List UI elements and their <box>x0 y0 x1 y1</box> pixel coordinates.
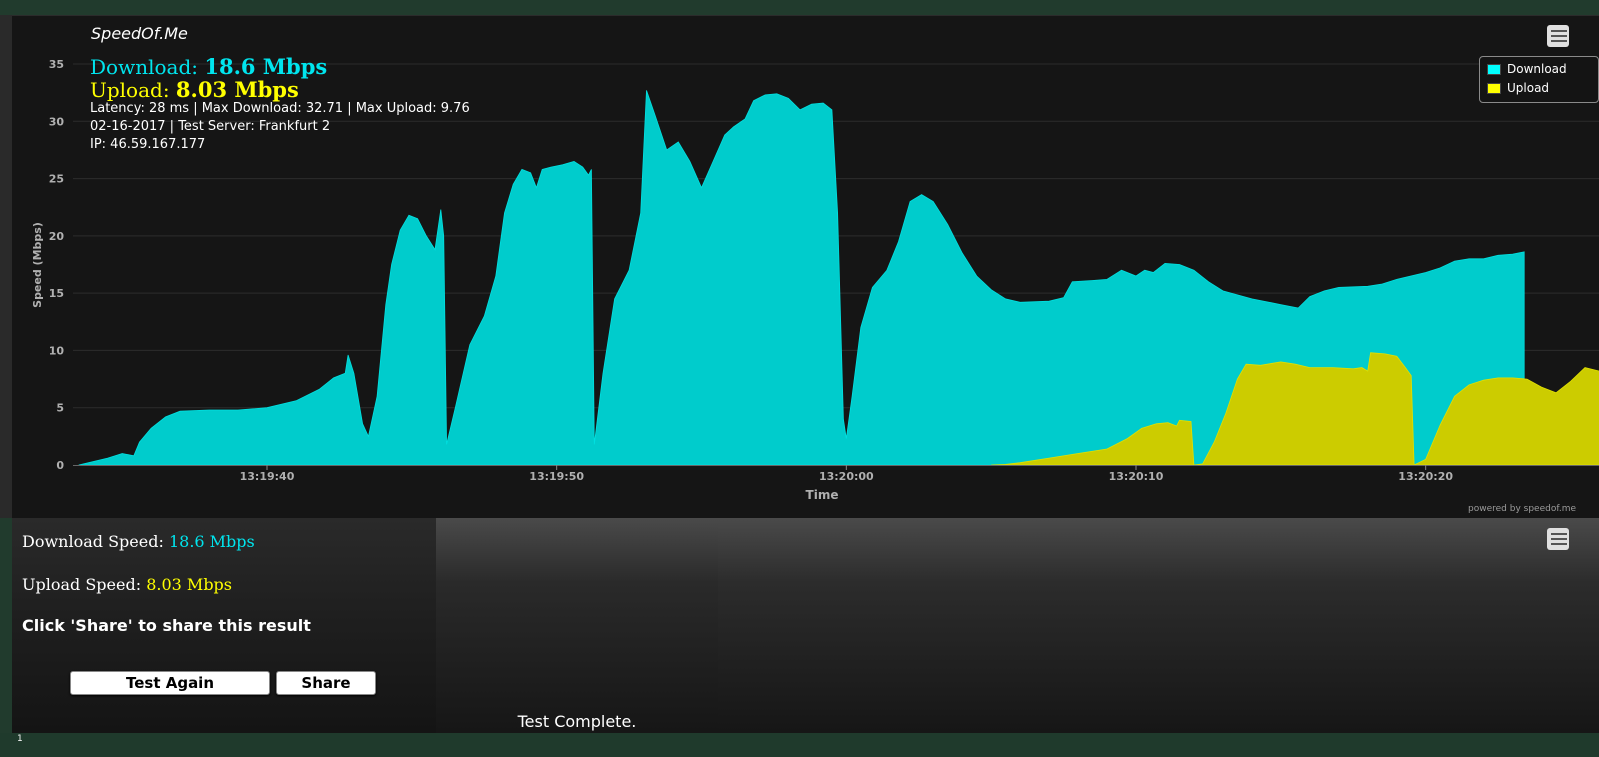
test-again-button[interactable]: Test Again <box>70 671 270 695</box>
results-panel: Download Speed: 18.6 Mbps Upload Speed: … <box>12 518 436 733</box>
upload-summary-value: 8.03 Mbps <box>175 77 299 102</box>
server-info: 02-16-2017 | Test Server: Frankfurt 2 <box>90 119 331 134</box>
x-axis-title: Time <box>806 488 839 502</box>
y-tick-label: 25 <box>49 173 64 186</box>
legend-item-download[interactable]: Download <box>1487 61 1567 77</box>
history-menu-icon[interactable] <box>1547 528 1569 550</box>
upload-speed-stat: Upload Speed: 8.03 Mbps <box>22 575 232 594</box>
download-speed-value: 18.6 Mbps <box>168 532 255 551</box>
legend-swatch-upload <box>1487 82 1501 94</box>
footer-bar <box>0 733 1599 757</box>
x-tick-label: 13:19:50 <box>529 470 584 483</box>
latency-info: Latency: 28 ms | Max Download: 32.71 | M… <box>90 101 470 116</box>
legend-item-upload[interactable]: Upload <box>1487 80 1549 96</box>
speed-chart-axes: 0 5 10 15 20 25 30 35 13:19:40 13:19:50 13:20:00 13… <box>31 58 1599 502</box>
x-tick-label: 13:20:10 <box>1109 470 1164 483</box>
brand-title: SpeedOf.Me <box>91 24 188 43</box>
y-tick-label: 10 <box>49 344 65 357</box>
ip-info: IP: 46.59.167.177 <box>90 137 206 152</box>
download-summary-label: Download: <box>90 55 198 79</box>
test-status: Test Complete. <box>517 712 637 731</box>
chart-menu-icon[interactable] <box>1547 25 1569 47</box>
share-note: Click 'Share' to share this result <box>22 616 311 635</box>
legend-swatch-download <box>1487 63 1501 75</box>
progress-panel: Test Complete. <box>436 518 718 733</box>
powered-by: powered by speedof.me <box>1468 504 1577 514</box>
legend-label-upload: Upload <box>1507 81 1550 95</box>
x-tick-label: 13:20:20 <box>1398 470 1453 483</box>
history-panel <box>718 518 1599 733</box>
download-summary-value: 18.6 Mbps <box>204 54 328 79</box>
share-button[interactable]: Share <box>276 671 376 695</box>
upload-speed-label: Upload Speed: <box>22 575 142 594</box>
y-tick-label: 0 <box>56 459 64 472</box>
legend-label-download: Download <box>1507 62 1567 76</box>
y-tick-label: 20 <box>49 230 65 243</box>
y-tick-label: 15 <box>49 287 64 300</box>
y-tick-label: 30 <box>49 115 65 128</box>
upload-speed-value: 8.03 Mbps <box>146 575 233 594</box>
x-tick-label: 13:19:40 <box>240 470 295 483</box>
download-speed-label: Download Speed: <box>22 532 164 551</box>
speed-chart-areas <box>78 90 1599 466</box>
upload-summary: Upload: 8.03 Mbps <box>90 77 299 102</box>
y-tick-label: 5 <box>56 402 64 415</box>
area-series-download <box>78 90 1525 466</box>
y-tick-label: 35 <box>49 58 64 71</box>
upload-summary-label: Upload: <box>90 78 170 102</box>
left-edge <box>0 15 12 518</box>
download-summary: Download: 18.6 Mbps <box>90 54 327 79</box>
y-axis-title: Speed (Mbps) <box>31 222 44 308</box>
x-tick-label: 13:20:00 <box>819 470 874 483</box>
footer-mark: 1 <box>17 734 23 744</box>
download-speed-stat: Download Speed: 18.6 Mbps <box>22 532 255 551</box>
chart-legend: Download Upload <box>1479 56 1599 103</box>
